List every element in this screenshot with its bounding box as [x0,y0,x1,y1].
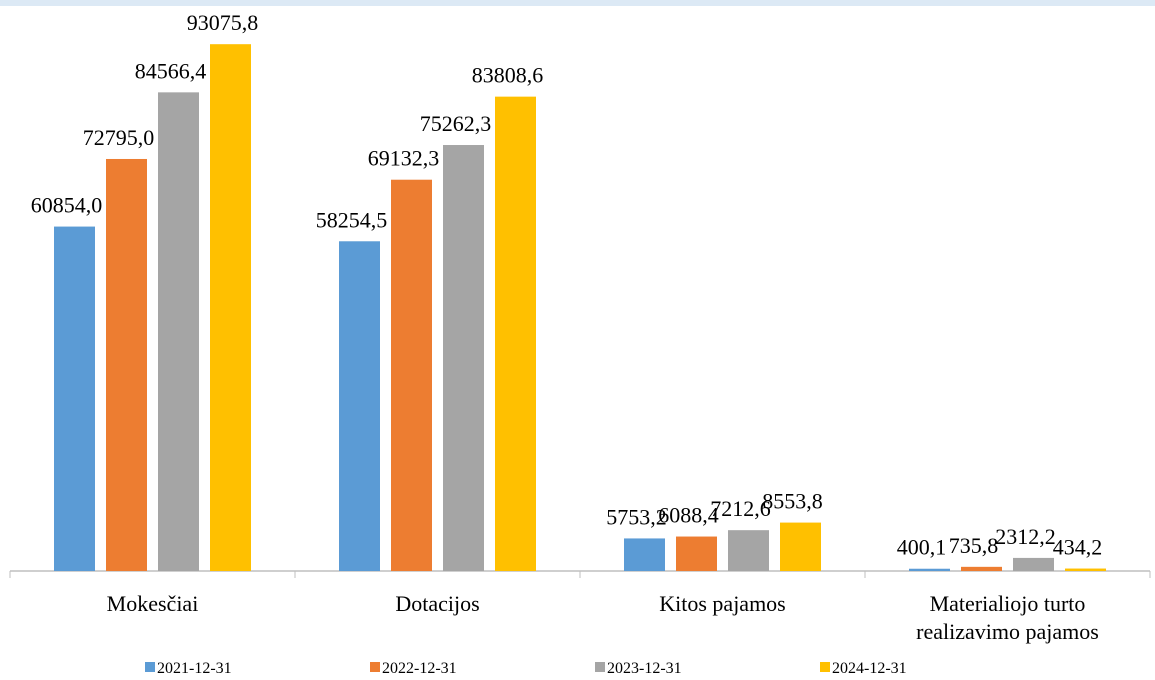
data-label: 83808,6 [472,63,544,88]
bar [961,566,1002,571]
data-label: 8553,8 [762,489,823,514]
legend-swatch [370,662,380,672]
data-label: 434,2 [1053,535,1103,560]
bar [728,530,769,571]
bar [676,536,717,571]
bar [443,145,484,571]
bar [158,92,199,571]
data-label: 735,8 [949,533,999,558]
bar [210,44,251,571]
bar [54,226,95,572]
legend-swatch [595,662,605,672]
legend-label: 2023-12-31 [607,660,682,677]
bar [780,522,821,571]
data-label: 58254,5 [316,207,388,232]
x-tick-label: Dotacijos [395,591,480,616]
legend-label: 2021-12-31 [157,660,232,677]
legend-swatch [820,662,830,672]
data-label: 5753,2 [606,504,667,529]
header-strip [0,0,1155,6]
bar [391,179,432,571]
bar [106,158,147,572]
bar [909,568,950,571]
bar [339,241,380,571]
legend-label: 2024-12-31 [832,660,907,677]
data-label: 93075,8 [187,10,259,35]
legend-label: 2022-12-31 [382,660,457,677]
axis-ticks [9,571,1151,578]
data-label: 72795,0 [83,125,155,150]
data-label: 84566,4 [135,58,207,83]
bar [624,538,665,571]
legend-swatch [145,662,155,672]
x-tick-label: Kitos pajamos [659,591,786,616]
x-tick-label: Materialiojo turto realizavimo pajamos [916,591,1099,644]
data-label: 2312,2 [995,524,1056,549]
bar [1013,557,1054,571]
data-label: 6088,4 [658,503,719,528]
bar [495,96,536,572]
data-label: 69132,3 [368,146,440,171]
data-label: 7212,6 [710,496,771,521]
x-tick-label: Mokesčiai [106,591,199,616]
data-label: 400,1 [897,535,947,560]
bar [1065,568,1106,571]
data-label: 60854,0 [31,193,103,218]
data-label: 75262,3 [420,111,492,136]
